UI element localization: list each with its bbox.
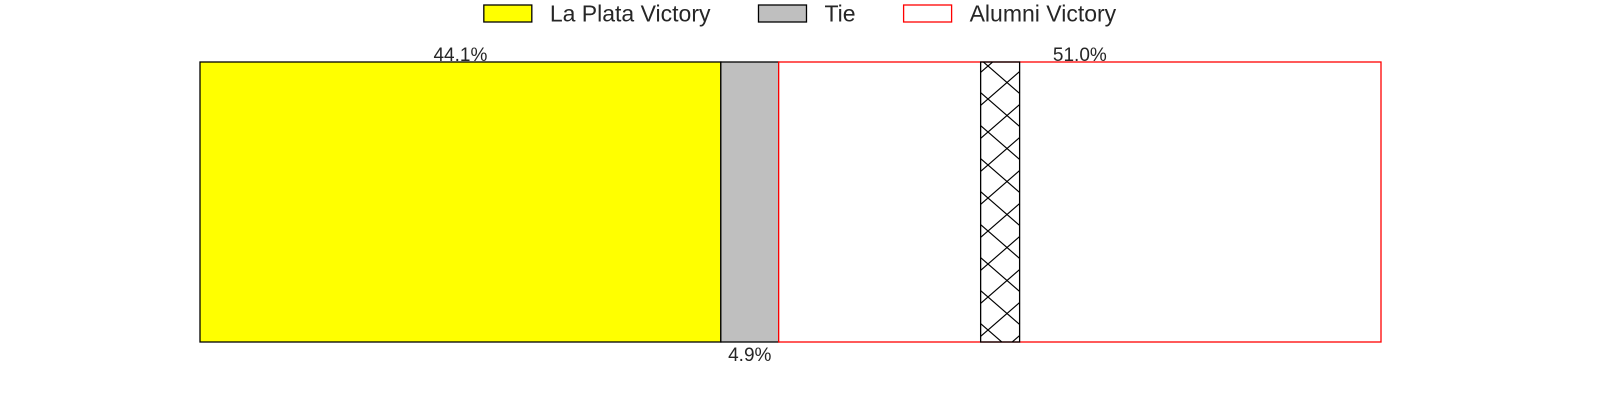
bar-tie <box>720 61 780 343</box>
bars <box>199 61 1382 343</box>
data-labels: 44.1% 4.9% 51.0% <box>433 45 1106 366</box>
legend-entry-tie: Tie <box>757 1 856 27</box>
bar-alumni-victory <box>778 61 1382 343</box>
legend-entry-alumni-victory: Alumni Victory <box>902 1 1117 27</box>
legend-label-tie: Tie <box>824 1 855 27</box>
legend-label-alumni-victory: Alumni Victory <box>970 1 1117 27</box>
legend-swatch-la-plata-victory <box>483 4 533 23</box>
crosshatch-band <box>979 61 1021 343</box>
data-label-la-plata-victory: 44.1% <box>433 45 487 66</box>
legend: La Plata Victory Tie Alumni Victory <box>483 1 1117 27</box>
data-label-tie: 4.9% <box>728 345 771 366</box>
legend-swatch-tie <box>757 4 808 23</box>
legend-swatch-alumni-victory <box>902 4 953 23</box>
data-label-alumni-victory: 51.0% <box>1053 45 1107 66</box>
bar-la-plata-victory <box>199 61 722 343</box>
legend-entry-la-plata-victory: La Plata Victory <box>483 1 711 27</box>
legend-label-la-plata-victory: La Plata Victory <box>550 1 711 27</box>
